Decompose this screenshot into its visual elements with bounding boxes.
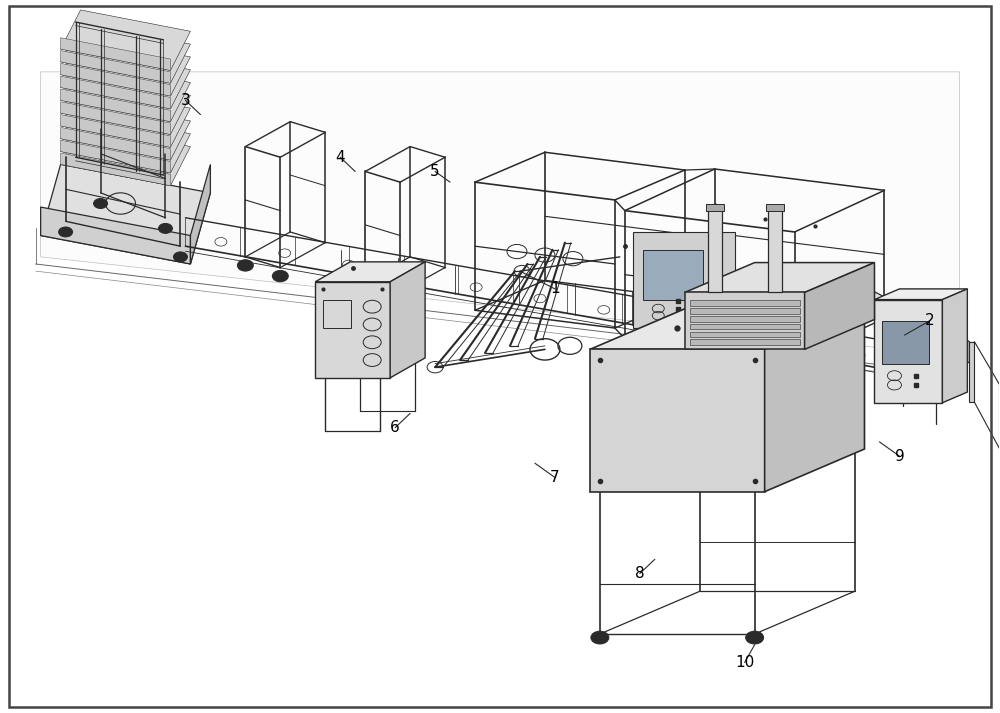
Polygon shape [61,51,170,83]
Polygon shape [633,232,735,329]
Polygon shape [942,289,967,403]
Polygon shape [805,262,874,349]
Polygon shape [61,125,190,185]
Polygon shape [685,292,805,349]
Circle shape [237,260,253,271]
Polygon shape [874,292,969,363]
Polygon shape [643,250,703,300]
Polygon shape [61,100,190,160]
Polygon shape [61,74,190,135]
Polygon shape [190,165,210,264]
Polygon shape [690,316,800,322]
Polygon shape [706,203,724,210]
Polygon shape [61,10,190,71]
Circle shape [272,270,288,282]
Polygon shape [41,72,959,356]
Polygon shape [766,203,784,210]
Polygon shape [41,207,190,264]
Circle shape [158,223,172,233]
Polygon shape [768,207,782,292]
Polygon shape [61,153,170,185]
Polygon shape [61,38,170,71]
Bar [323,299,351,328]
Polygon shape [765,307,864,492]
Polygon shape [61,23,190,83]
Polygon shape [590,349,765,492]
Circle shape [746,631,764,644]
Circle shape [59,227,73,237]
Polygon shape [685,262,874,292]
Polygon shape [61,115,170,148]
Polygon shape [969,342,974,402]
Polygon shape [61,36,190,96]
Polygon shape [61,76,170,109]
Polygon shape [61,61,190,122]
Text: 1: 1 [550,282,560,297]
Text: 7: 7 [550,470,560,485]
Text: 9: 9 [895,448,904,463]
Polygon shape [690,300,800,306]
Polygon shape [882,321,929,364]
Circle shape [94,198,108,208]
Circle shape [591,631,609,644]
Text: 2: 2 [925,314,934,329]
Circle shape [392,295,408,307]
Polygon shape [690,339,800,345]
Circle shape [173,252,187,262]
Polygon shape [315,282,390,378]
Polygon shape [61,48,190,109]
Polygon shape [708,207,722,292]
Polygon shape [690,332,800,337]
Polygon shape [61,128,170,160]
Polygon shape [690,308,800,314]
Polygon shape [315,262,425,282]
Circle shape [357,284,373,296]
Text: 3: 3 [181,93,190,108]
Polygon shape [61,63,170,96]
Polygon shape [590,307,864,349]
Polygon shape [874,299,942,403]
Text: 4: 4 [335,150,345,165]
Polygon shape [61,140,170,173]
Polygon shape [874,289,967,299]
Polygon shape [61,102,170,135]
Polygon shape [690,324,800,329]
Polygon shape [61,87,190,148]
Text: 8: 8 [635,566,645,581]
Text: 10: 10 [735,655,754,670]
Polygon shape [61,113,190,173]
Text: 6: 6 [390,420,400,435]
Polygon shape [41,165,210,264]
Polygon shape [61,89,170,122]
Text: 5: 5 [430,164,440,179]
Polygon shape [390,262,425,378]
